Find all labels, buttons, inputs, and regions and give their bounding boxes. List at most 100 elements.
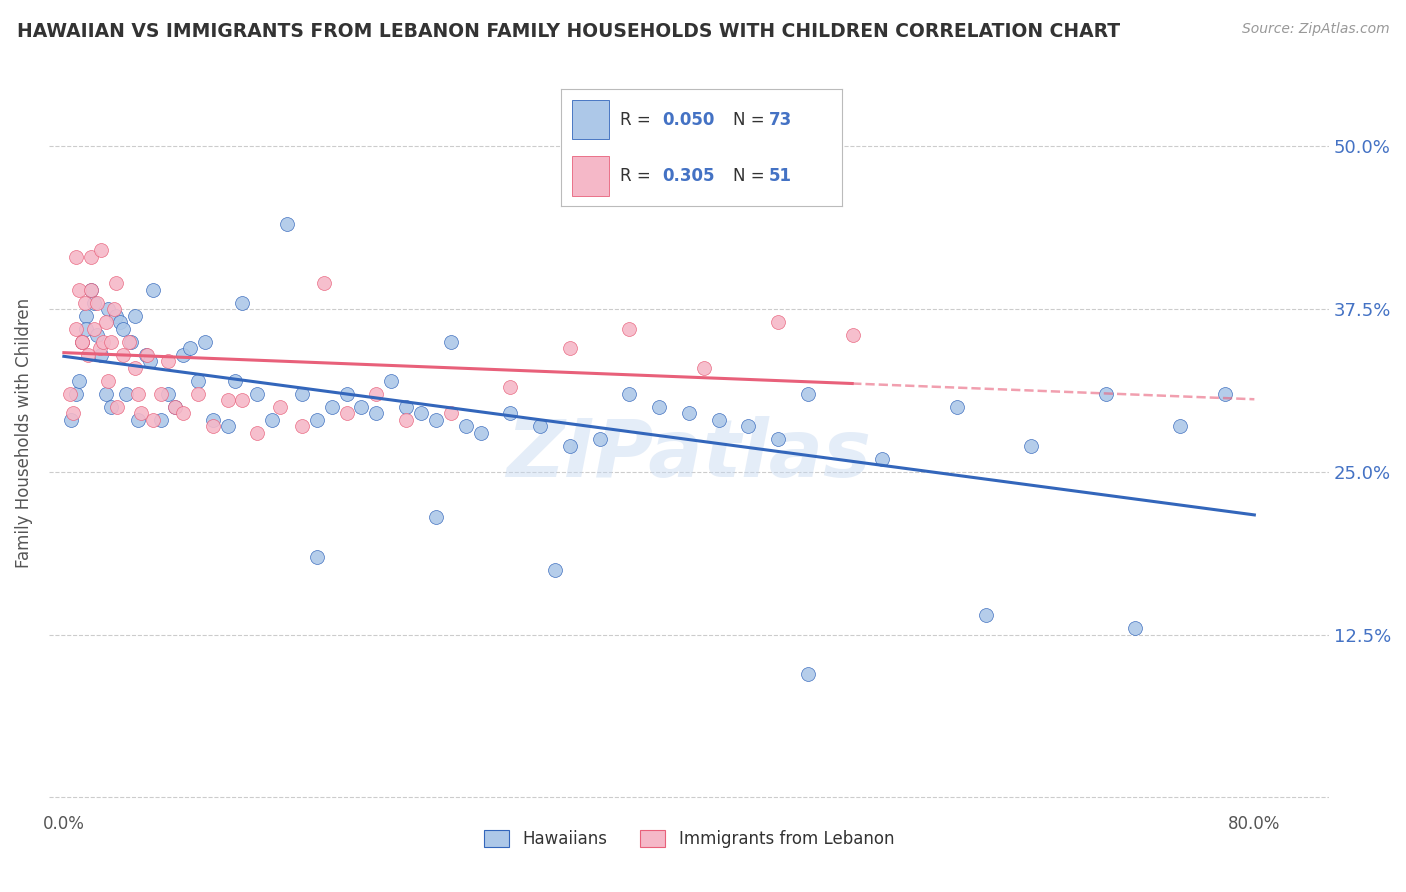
Point (305, 413, 328, 427)
Point (648, 400, 671, 414)
Point (65, 321, 87, 335)
Point (165, 400, 187, 414)
Point (112, 348, 135, 362)
Point (142, 283, 165, 297)
Point (94, 386, 117, 401)
Point (135, 348, 157, 362)
Point (75, 321, 97, 335)
Point (766, 433, 789, 447)
Point (945, 400, 967, 414)
Point (172, 406, 194, 420)
Point (350, 400, 373, 414)
Point (165, 400, 187, 414)
Point (149, 413, 172, 427)
Point (79, 250, 101, 264)
Point (558, 341, 581, 355)
Point (73, 295, 96, 310)
Point (797, 386, 820, 401)
Text: HAWAIIAN VS IMMIGRANTS FROM LEBANON FAMILY HOUSEHOLDS WITH CHILDREN CORRELATION : HAWAIIAN VS IMMIGRANTS FROM LEBANON FAMI… (17, 22, 1121, 41)
Point (395, 400, 418, 414)
Point (499, 380, 522, 394)
Point (76, 348, 98, 362)
Point (558, 439, 581, 453)
Point (440, 334, 463, 349)
Point (172, 348, 194, 362)
Point (1019, 439, 1042, 453)
Point (395, 413, 418, 427)
Point (157, 386, 180, 401)
Point (440, 406, 463, 420)
Point (149, 386, 172, 401)
Point (797, 666, 820, 681)
Point (588, 433, 610, 447)
Point (70, 334, 93, 349)
Point (100, 334, 122, 349)
Point (246, 425, 269, 440)
Point (321, 400, 343, 414)
Point (231, 295, 253, 310)
Point (79, 283, 101, 297)
Point (194, 334, 217, 349)
Point (619, 321, 641, 335)
Point (70, 334, 93, 349)
Point (89, 341, 111, 355)
Point (75, 309, 97, 323)
Point (872, 451, 894, 466)
Point (83, 295, 105, 310)
Point (94, 315, 117, 329)
Point (100, 400, 122, 414)
Point (1094, 386, 1116, 401)
Point (366, 386, 388, 401)
Point (124, 309, 146, 323)
Point (1168, 419, 1191, 434)
Point (217, 393, 239, 408)
Point (59, 386, 82, 401)
Point (79, 283, 101, 297)
Point (678, 406, 700, 420)
Point (305, 549, 328, 564)
Text: ZIPatlas: ZIPatlas (506, 417, 872, 494)
Point (737, 419, 759, 434)
Point (97, 374, 120, 388)
Point (454, 419, 477, 434)
Point (766, 315, 789, 329)
Point (380, 374, 402, 388)
Point (314, 276, 336, 290)
Point (139, 354, 162, 368)
Point (217, 419, 239, 434)
Point (65, 386, 87, 401)
Point (224, 374, 246, 388)
Point (127, 413, 149, 427)
Point (262, 413, 284, 427)
Point (90, 244, 112, 258)
Point (529, 419, 551, 434)
Point (246, 386, 269, 401)
Point (544, 563, 567, 577)
Point (276, 218, 298, 232)
Point (67, 374, 90, 388)
Point (425, 510, 447, 524)
Text: Source: ZipAtlas.com: Source: ZipAtlas.com (1241, 22, 1389, 37)
Point (67, 283, 90, 297)
Point (91, 334, 114, 349)
Point (187, 374, 209, 388)
Point (62, 406, 84, 420)
Point (1123, 621, 1146, 635)
Point (112, 321, 135, 335)
Point (124, 360, 146, 375)
Point (70, 334, 93, 349)
Point (179, 341, 201, 355)
Point (127, 386, 149, 401)
Point (83, 321, 105, 335)
Point (187, 386, 209, 401)
Point (201, 419, 224, 434)
Point (201, 413, 224, 427)
Point (976, 608, 998, 623)
Point (470, 425, 492, 440)
Point (336, 386, 359, 401)
Legend: Hawaiians, Immigrants from Lebanon: Hawaiians, Immigrants from Lebanon (477, 823, 901, 855)
Point (366, 406, 388, 420)
Point (129, 406, 152, 420)
Point (136, 348, 159, 362)
Point (707, 413, 730, 427)
